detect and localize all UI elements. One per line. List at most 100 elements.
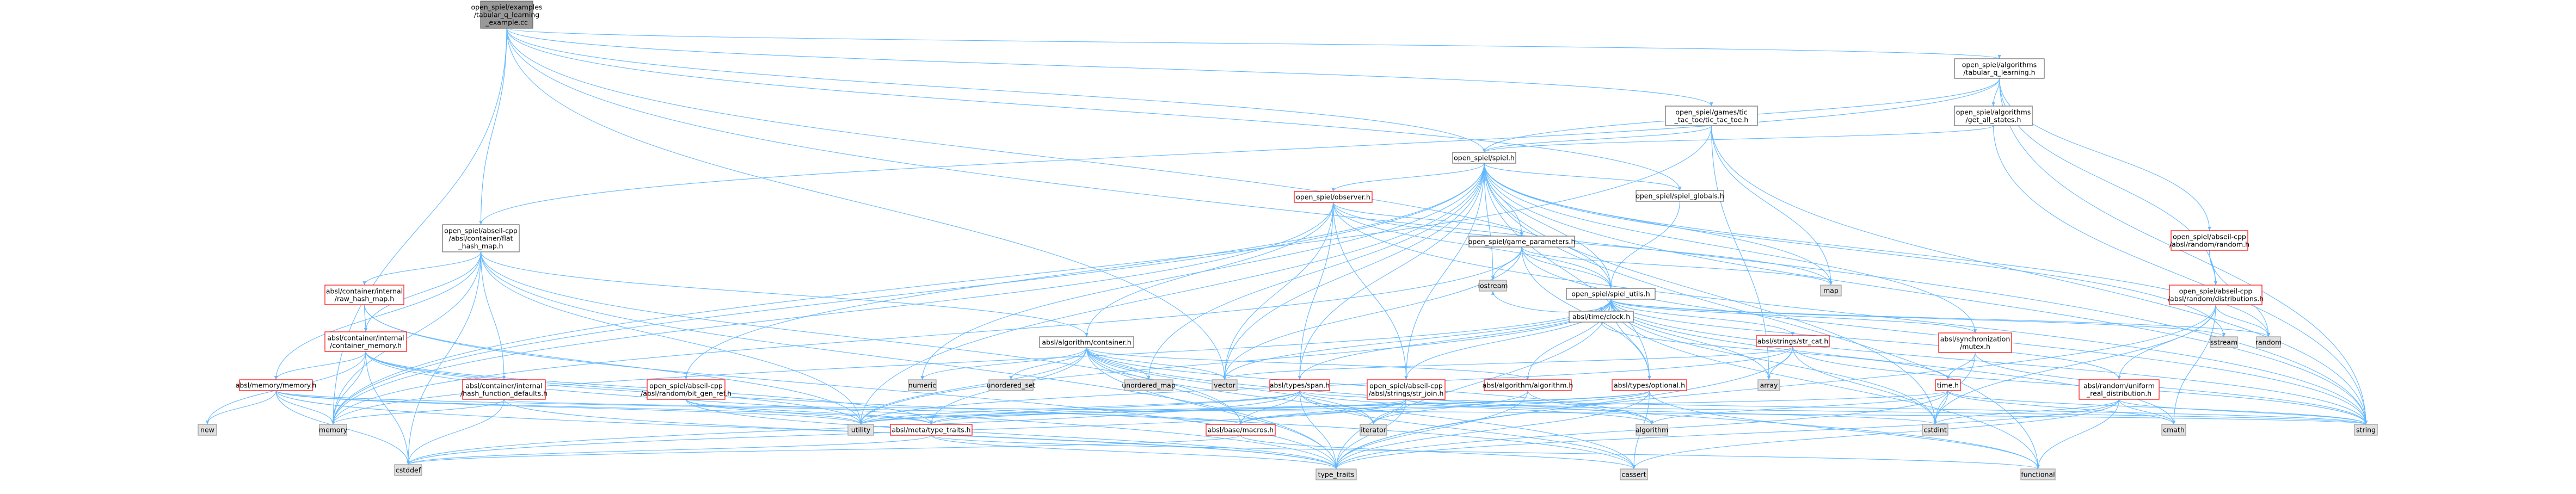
node-root-label-line: /tabular_q_learning (474, 11, 539, 19)
node-numeric-box (908, 379, 937, 391)
edge-utils-to-sstream (1610, 299, 2225, 337)
node-new-box (198, 424, 217, 436)
edge-tabq-to-flathash (479, 78, 2000, 225)
edge-algcontainer-to-vector (1086, 347, 1227, 380)
edge-gameparams-to-utils (1521, 246, 1613, 289)
node-genref-label-line: /absl/random/bit_gen_ref.h (641, 390, 731, 398)
node-tictac[interactable]: open_spiel/games/tic_tac_toe/tic_tac_toe… (1665, 106, 1758, 126)
edge-getall-to-spiel (1483, 125, 1994, 153)
node-gameparams[interactable]: open_spiel/game_parameters.h (1468, 236, 1576, 248)
node-tabq-box (1954, 58, 2045, 79)
edge-strjoin-to-string (1405, 399, 2368, 425)
edge-timeclock-to-time (1601, 322, 1950, 380)
edge-getall-to-string (1993, 125, 2368, 425)
edge-utils-to-cstdint (1610, 299, 1937, 425)
node-span-box (1269, 379, 1330, 391)
node-random-label-line: random (2255, 338, 2282, 347)
node-strcat[interactable]: absl/strings/str_cat.h (1756, 335, 1830, 347)
edge-containermem-to-cstddef (365, 351, 410, 465)
node-array-label-line: array (1760, 381, 1778, 390)
edge-utils-to-memory (331, 299, 1612, 425)
edge-span-to-algorithm (1299, 390, 1653, 425)
edge-utils-to-random (1610, 299, 2270, 337)
node-hashfn[interactable]: absl/container/internal/hash_function_de… (460, 379, 548, 400)
node-macros[interactable]: absl/base/macros.h (1206, 424, 1276, 436)
edge-time-to-utility (859, 390, 1948, 425)
node-cstddef-box (394, 464, 422, 476)
edge-observer-to-span (1298, 202, 1334, 380)
node-utils[interactable]: open_spiel/spiel_utils.h (1566, 288, 1656, 300)
node-uniformreal-box (2079, 379, 2160, 400)
node-time[interactable]: time.h (1935, 379, 1961, 391)
node-string-label-line: string (2356, 426, 2376, 434)
edge-algcontainer-to-utility (859, 347, 1087, 425)
node-flathash[interactable]: open_spiel/abseil-cpp/absl/container/fla… (442, 224, 520, 252)
edge-utils-to-cmath (1610, 299, 2176, 425)
node-genref[interactable]: open_spiel/abseil-cpp/absl/random/bit_ge… (641, 379, 731, 400)
node-memmem[interactable]: absl/memory/memory.h (236, 379, 317, 391)
node-spiel[interactable]: open_spiel/spiel.h (1452, 152, 1516, 164)
node-iterator: iterator (1360, 424, 1387, 436)
node-getall[interactable]: open_spiel/algorithms/get_all_states.h (1954, 106, 2033, 126)
node-algcontainer[interactable]: absl/algorithm/container.h (1039, 336, 1134, 348)
node-absrandom[interactable]: open_spiel/abseil-cpp/absl/random/random… (2169, 230, 2249, 251)
node-timeclock[interactable]: absl/time/clock.h (1569, 311, 1634, 323)
edge-flathash-to-type_traits (480, 251, 1338, 470)
node-vector-box (1212, 379, 1238, 391)
node-unordset-box (988, 379, 1034, 391)
node-rawhash[interactable]: absl/container/internal/raw_hash_map.h (324, 285, 404, 305)
edge-optional-to-type_traits (1334, 390, 1650, 470)
node-typetraits_meta[interactable]: absl/meta/type_traits.h (890, 424, 973, 436)
node-containermem[interactable]: absl/container/internal/container_memory… (324, 331, 407, 352)
node-distributions[interactable]: open_spiel/abseil-cpp/absl/random/distri… (2168, 285, 2264, 305)
node-containermem-box (324, 331, 407, 352)
node-array: array (1757, 379, 1780, 391)
node-globals[interactable]: open_spiel/spiel_globals.h (1636, 190, 1724, 202)
edge-root-to-vector (506, 28, 1227, 380)
node-algalg-label-line: absl/algorithm/algorithm.h (1483, 381, 1573, 390)
edge-span-to-string (1299, 390, 2368, 425)
node-observer[interactable]: open_spiel/observer.h (1294, 191, 1373, 203)
node-cmath-label-line: cmath (2163, 426, 2185, 434)
node-rawhash-label-line: /raw_hash_map.h (335, 295, 394, 303)
edge-tictac-to-array (1711, 125, 1771, 380)
node-time-label-line: time.h (1937, 381, 1959, 390)
edge-observer-to-vector (1222, 202, 1334, 380)
node-flathash-label-line: open_spiel/abseil-cpp (444, 227, 518, 235)
edge-spiel-to-map (1484, 163, 1833, 286)
node-map-label-line: map (1823, 287, 1839, 295)
edge-spiel-to-mutex (1484, 163, 1977, 334)
edge-genref-to-typetraits_meta (685, 399, 933, 425)
edge-macros-to-cstddef (407, 435, 1241, 465)
node-tabq[interactable]: open_spiel/algorithms/tabular_q_learning… (1954, 58, 2045, 79)
node-map-box (1820, 285, 1842, 297)
node-macros-box (1206, 424, 1276, 436)
edge-flathash-to-hashfn (480, 251, 506, 380)
node-uniformreal[interactable]: absl/random/uniform_real_distribution.h (2079, 379, 2160, 400)
edge-utils-to-mutex (1610, 299, 1977, 334)
node-observer-box (1294, 191, 1373, 203)
graph-nodes: open_spiel/examples/tabular_q_learning_e… (198, 1, 2378, 480)
edge-spiel-to-unordmap (1147, 163, 1485, 380)
node-tictac-box (1665, 106, 1758, 126)
edge-flathash-to-memmem (274, 251, 482, 380)
node-timeclock-label-line: absl/time/clock.h (1572, 313, 1630, 321)
node-iostream-box (1479, 280, 1507, 292)
node-getall-box (1954, 106, 2033, 126)
node-algalg[interactable]: absl/algorithm/algorithm.h (1483, 379, 1573, 391)
node-mutex[interactable]: absl/synchronization/mutex.h (1938, 332, 2012, 353)
node-hashfn-box (462, 379, 546, 400)
edge-uniformreal-to-cmath (2118, 399, 2176, 425)
edge-containermem-to-cassert (365, 351, 1636, 470)
node-span[interactable]: absl/types/span.h (1269, 379, 1330, 391)
edge-mutex-to-string (1975, 352, 2368, 425)
node-memory-box (319, 424, 347, 436)
node-algalg-box (1484, 379, 1572, 391)
edge-optional-to-utility (859, 390, 1650, 425)
node-type_traits: type_traits (1315, 468, 1357, 480)
edge-typetraits_meta-to-functional (931, 435, 2040, 470)
node-optional[interactable]: absl/types/optional.h (1612, 379, 1687, 391)
node-cstdint-label-line: cstdint (1923, 426, 1947, 434)
node-type_traits-label-line: type_traits (1318, 471, 1355, 479)
node-strjoin[interactable]: open_spiel/abseil-cpp/absl/strings/str_j… (1367, 379, 1446, 400)
